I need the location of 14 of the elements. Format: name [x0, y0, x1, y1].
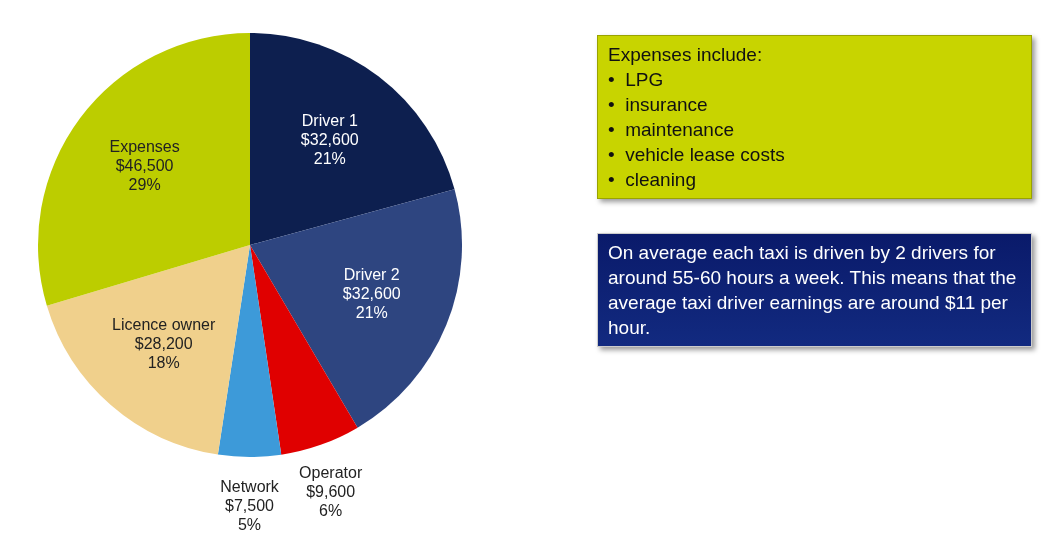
slice-label: Operator: [299, 464, 363, 482]
data-label: $46,500 29%: [115, 156, 174, 193]
text: On average each taxi is driven by 2 drivers for around 55-60 hours a week. This means that the average taxi driver earnings are around $11 per hour.: [597, 233, 1032, 347]
slice-label: Licence owner: [112, 315, 216, 333]
slice-label: Network: [220, 478, 280, 496]
data-label: $9,600 6%: [306, 483, 356, 520]
data-label: $28,200 18%: [134, 334, 193, 371]
slice-label: Driver 2: [343, 265, 400, 283]
data-label: $7,500 5%: [225, 497, 275, 534]
text: Expenses include: • LPG • insurance • maintenance • vehicle lease costs • cleaning: [597, 35, 1032, 199]
data-label: $32,600 21%: [342, 284, 401, 321]
slice-label: Driver 1: [301, 111, 358, 129]
slice-label: Expenses: [109, 137, 180, 155]
data-label: $32,600 21%: [300, 130, 359, 167]
